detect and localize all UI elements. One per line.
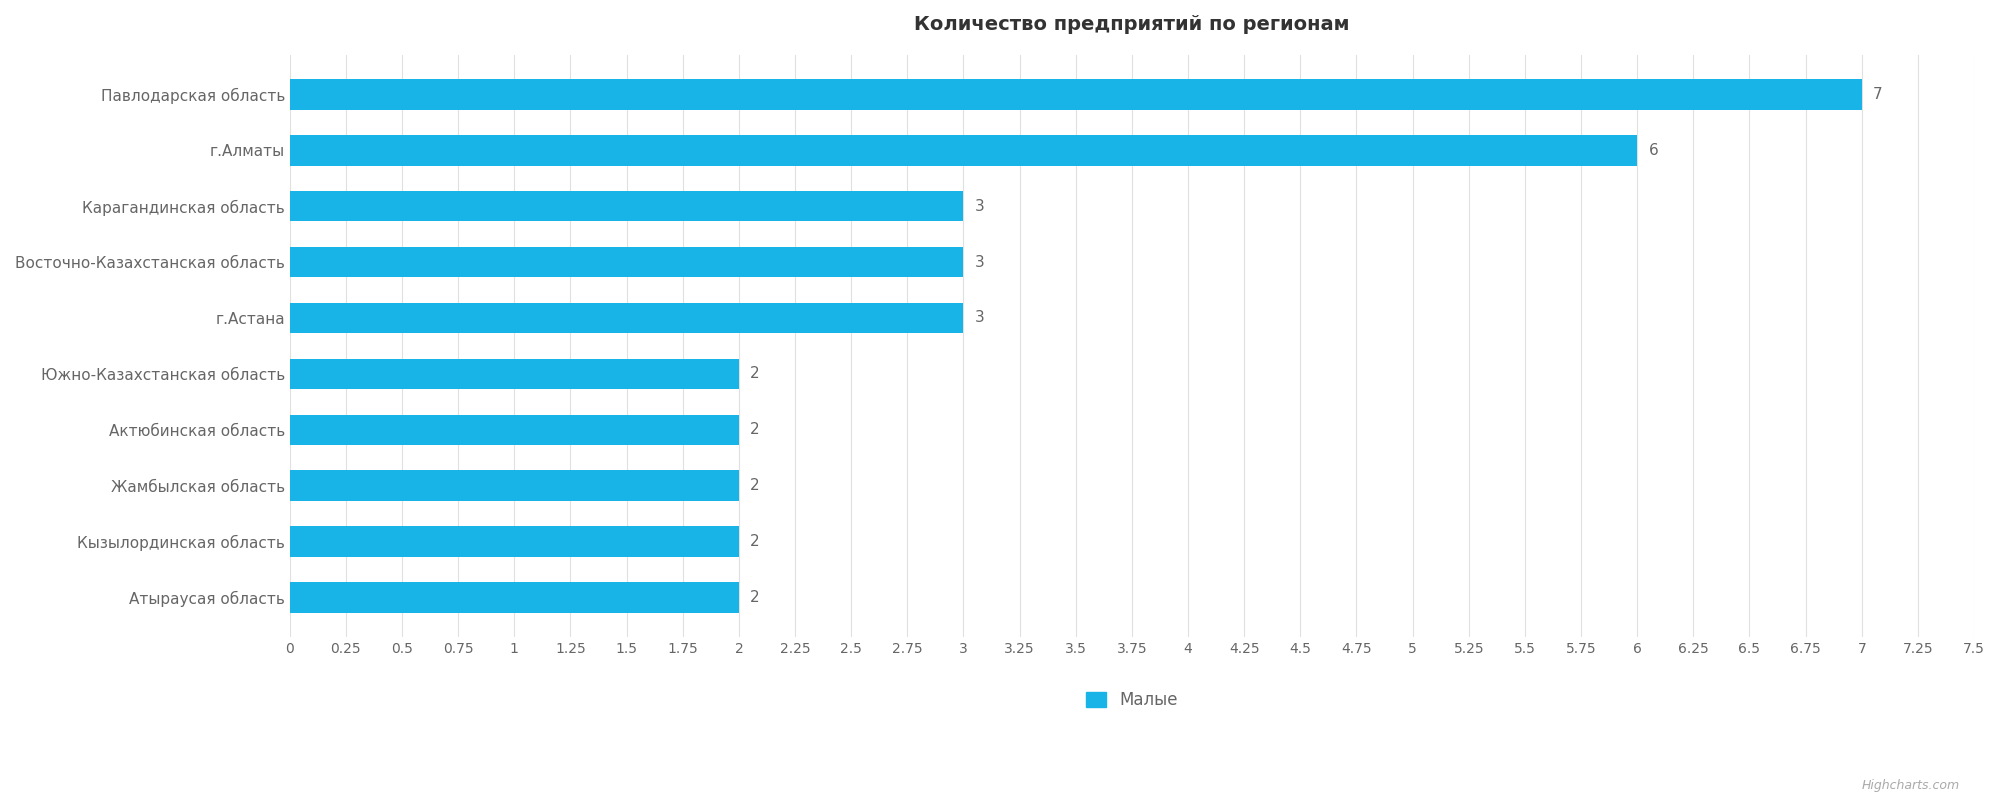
Bar — [290, 358, 738, 390]
Bar — [290, 414, 738, 446]
Text: 2: 2 — [750, 366, 760, 382]
Text: 2: 2 — [750, 534, 760, 550]
Text: 2: 2 — [750, 422, 760, 438]
Text: 2: 2 — [750, 590, 760, 606]
Bar — [290, 582, 738, 613]
Text: 2: 2 — [750, 478, 760, 494]
Text: 3: 3 — [974, 198, 984, 214]
Text: 3: 3 — [974, 254, 984, 270]
Bar — [290, 78, 1862, 110]
Bar — [290, 470, 738, 502]
Text: Highcharts.com: Highcharts.com — [1862, 779, 1960, 792]
Bar — [290, 190, 964, 222]
Bar — [290, 526, 738, 557]
Title: Количество предприятий по регионам: Количество предприятий по регионам — [914, 15, 1350, 34]
Text: 3: 3 — [974, 310, 984, 326]
Bar — [290, 134, 1638, 166]
Legend: Малые: Малые — [1080, 685, 1184, 716]
Bar — [290, 302, 964, 334]
Text: 6: 6 — [1648, 142, 1658, 158]
Text: 7: 7 — [1874, 86, 1882, 102]
Bar — [290, 246, 964, 278]
